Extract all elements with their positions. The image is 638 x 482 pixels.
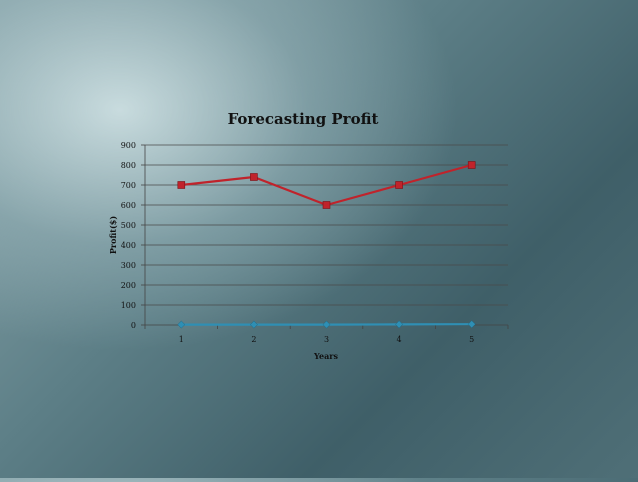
x-tick-label: 4 (397, 335, 402, 344)
y-axis-label: Profit($) (108, 216, 118, 254)
x-tick-label: 1 (179, 335, 184, 344)
y-tick-label: 0 (131, 321, 136, 330)
y-tick-label: 800 (121, 161, 136, 170)
y-tick-label: 400 (121, 241, 136, 250)
y-axis-ticks: 0 100 200 300 400 500 600 700 800 900 (121, 141, 145, 330)
series-2-point (250, 321, 257, 328)
y-tick-label: 200 (121, 281, 136, 290)
x-tick-label: 2 (251, 335, 256, 344)
y-tick-label: 700 (121, 181, 136, 190)
series-2-point (396, 321, 403, 328)
y-tick-label: 300 (121, 261, 136, 270)
series-1-point (323, 202, 330, 209)
chart-title: Forecasting Profit (228, 110, 379, 128)
series-1-point (250, 174, 257, 181)
x-axis-label: Years (313, 351, 339, 361)
series-2-point (323, 321, 330, 328)
x-tick-label: 3 (324, 335, 329, 344)
series-1-point (178, 182, 185, 189)
x-tick-label: 5 (469, 335, 474, 344)
series-2-point (178, 321, 185, 328)
series-1-point (468, 162, 475, 169)
y-tick-label: 500 (121, 221, 136, 230)
y-tick-label: 900 (121, 141, 136, 150)
series-2-point (468, 321, 475, 328)
y-tick-label: 100 (121, 301, 136, 310)
y-tick-label: 600 (121, 201, 136, 210)
series-1-point (396, 182, 403, 189)
